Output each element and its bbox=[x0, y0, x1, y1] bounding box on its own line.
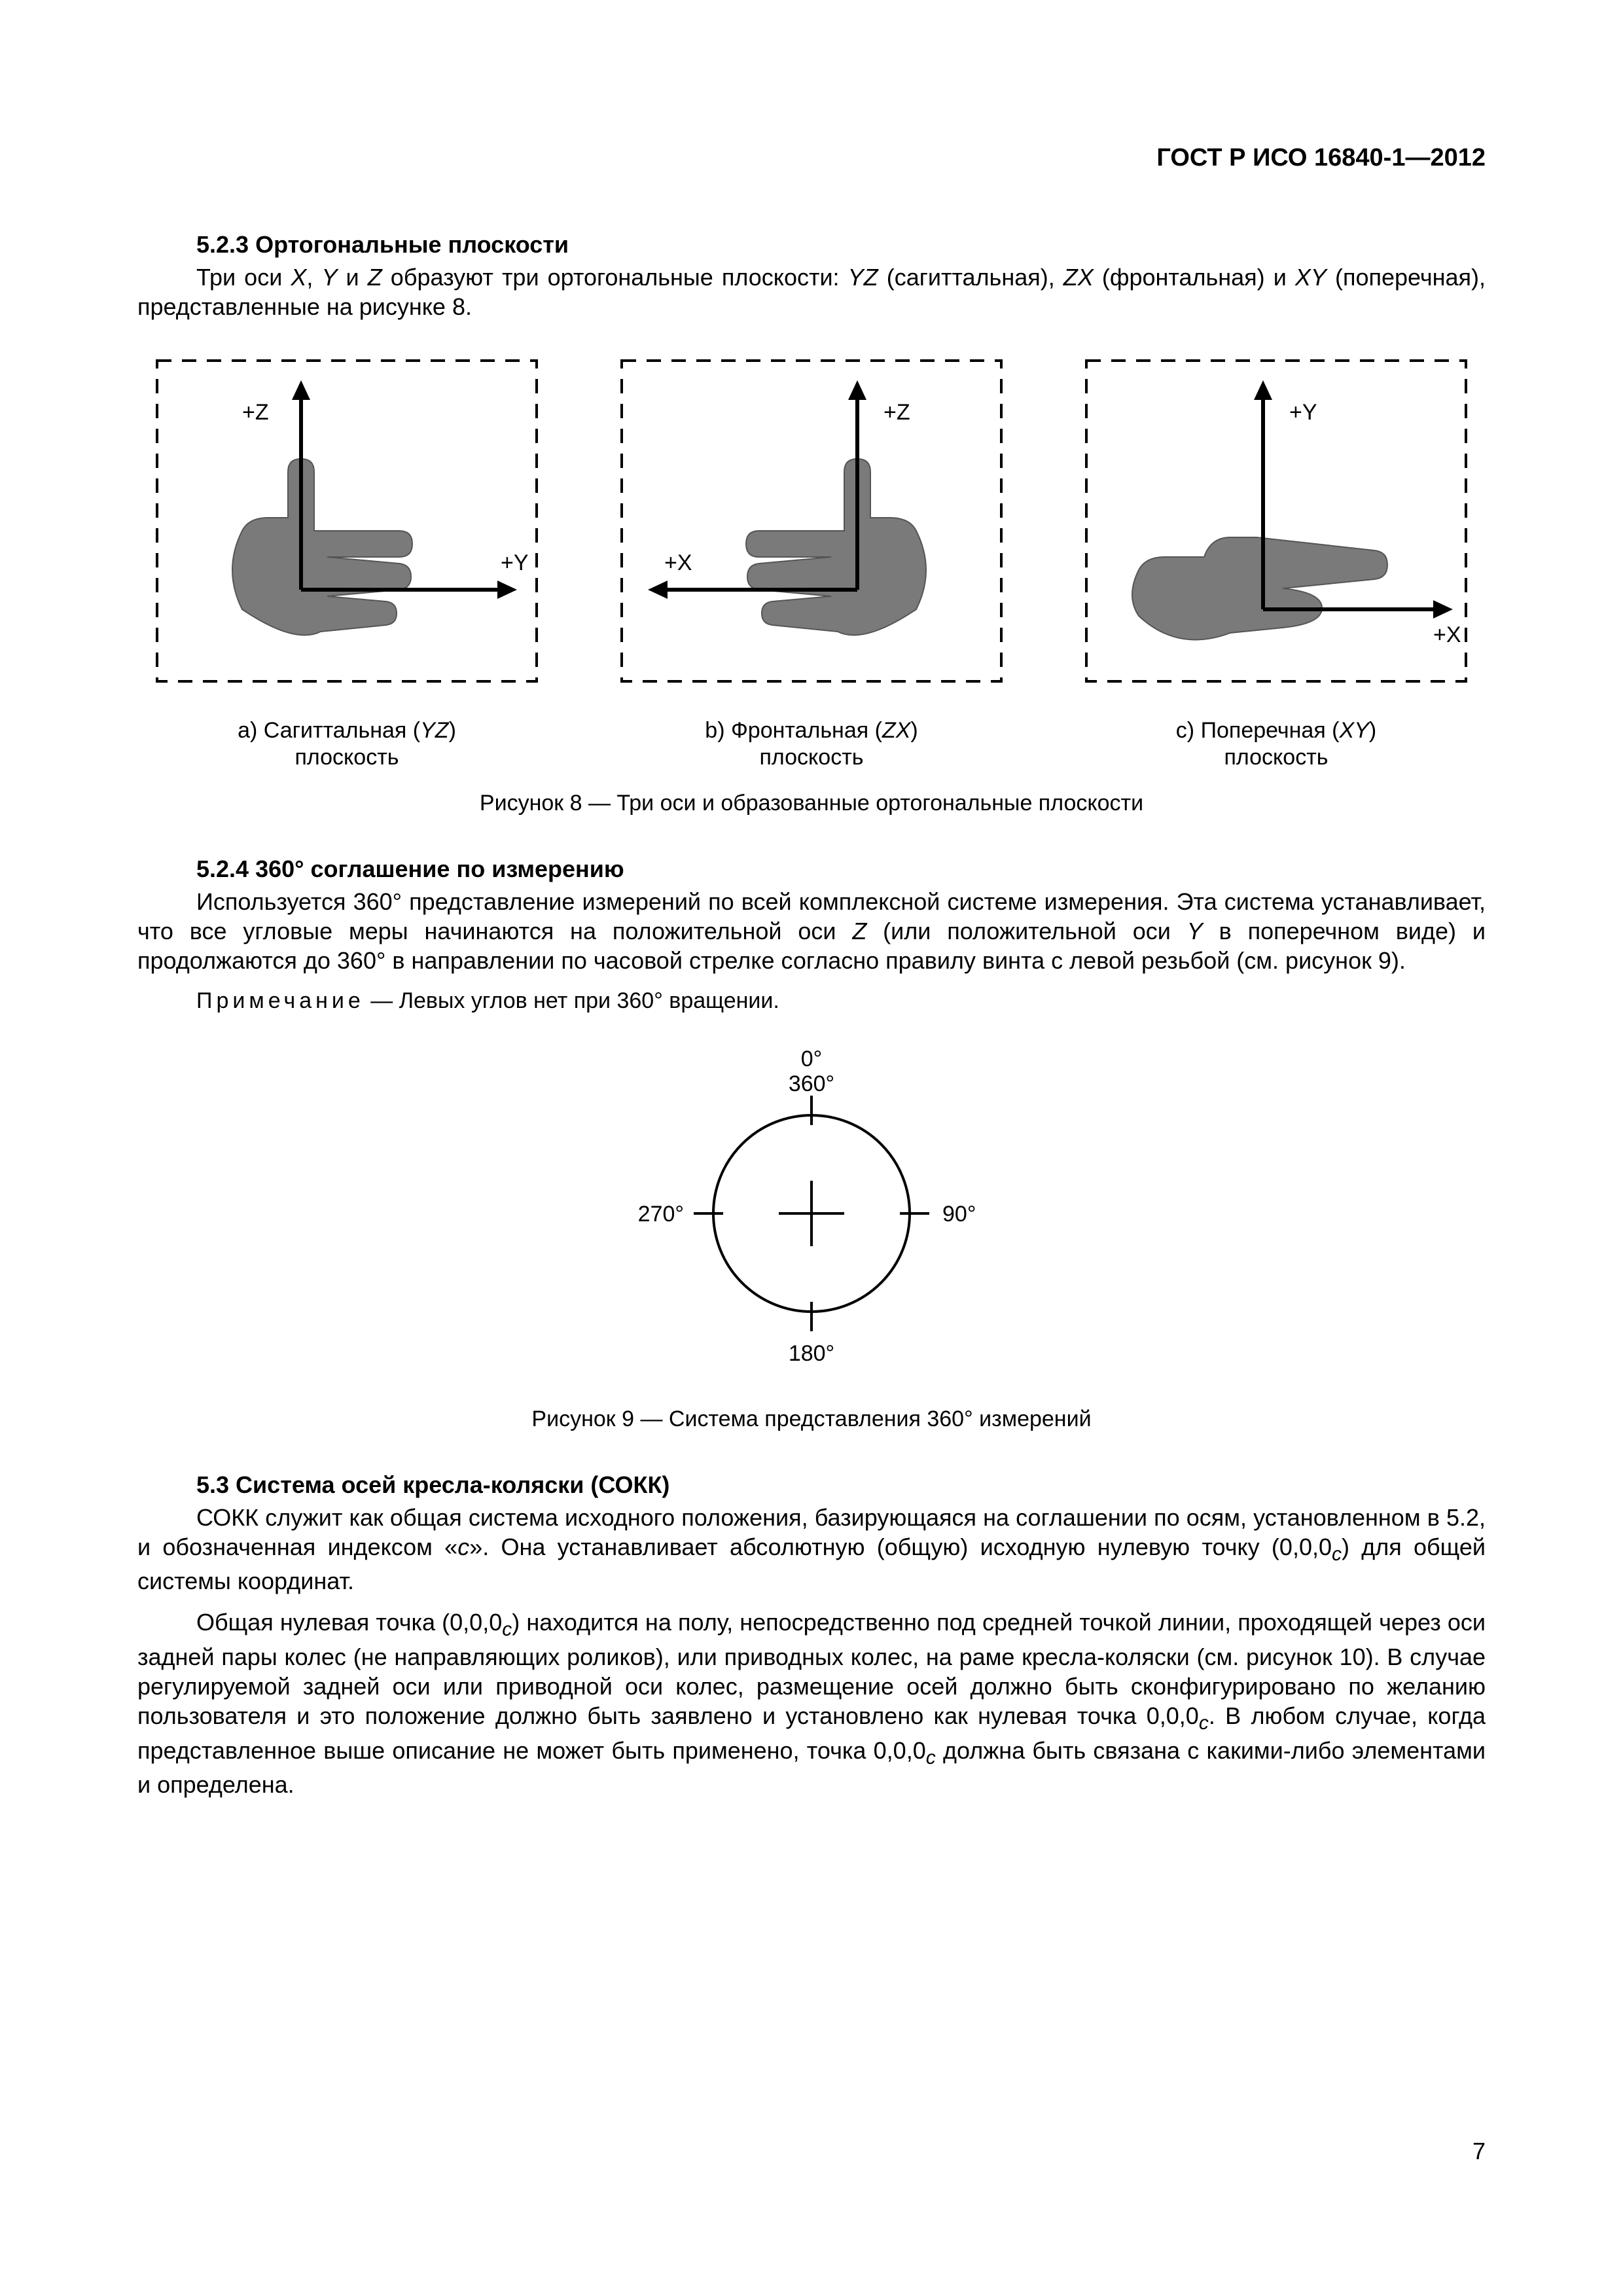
deg-270: 270° bbox=[638, 1202, 684, 1227]
figure-8-panel-b-caption: b) Фронтальная (ZX) плоскость bbox=[602, 717, 1021, 771]
note-label: Примечание bbox=[196, 988, 365, 1013]
figure-9: 0° 360° 90° 180° 270° bbox=[137, 1040, 1486, 1371]
text: ) bbox=[910, 718, 918, 743]
text: плоскость bbox=[760, 745, 864, 770]
index-c: c bbox=[457, 1534, 469, 1560]
page-number: 7 bbox=[1472, 2138, 1486, 2165]
deg-180: 180° bbox=[789, 1341, 834, 1366]
deg-0: 0° bbox=[801, 1047, 823, 1071]
text: , bbox=[306, 264, 321, 291]
axis-y: Y bbox=[321, 264, 337, 291]
text: (или положительной оси bbox=[866, 918, 1186, 944]
figure-8-panel-a-svg: +Z +Y bbox=[137, 348, 556, 701]
axes: XY bbox=[1340, 718, 1369, 743]
axis-label-z: +Z bbox=[242, 400, 269, 425]
text: ) bbox=[1369, 718, 1376, 743]
figure-8-caption: Рисунок 8 — Три оси и образованные ортог… bbox=[137, 791, 1486, 816]
text: образуют три ортогональные плоскости: bbox=[382, 264, 848, 291]
axis-z: Z bbox=[852, 918, 866, 944]
figure-8-panel-c-caption: c) Поперечная (XY) плоскость bbox=[1067, 717, 1486, 771]
axis-label-x: +X bbox=[1433, 622, 1461, 647]
text: Общая нулевая точка (0,0,0 bbox=[196, 1609, 502, 1636]
note-text: — Левых углов нет при 360° вращении. bbox=[365, 988, 779, 1013]
axis-x: X bbox=[291, 264, 306, 291]
figure-8: +Z +Y a) Сагиттальная (YZ) плоскость bbox=[137, 348, 1486, 771]
deg-90: 90° bbox=[942, 1202, 976, 1227]
figure-9-svg: 0° 360° 90° 180° 270° bbox=[628, 1040, 995, 1367]
note-5-2-4: Примечание — Левых углов нет при 360° вр… bbox=[137, 988, 1486, 1014]
text: a) Сагиттальная ( bbox=[238, 718, 420, 743]
plane-yz: YZ bbox=[848, 264, 878, 291]
figure-8-panel-b-svg: +Z +X bbox=[602, 348, 1021, 701]
axes: ZX bbox=[882, 718, 910, 743]
axis-z: Z bbox=[368, 264, 382, 291]
para-5-2-4-1: Используется 360° представление измерени… bbox=[137, 887, 1486, 975]
text: плоскость bbox=[295, 745, 399, 770]
text: ) bbox=[449, 718, 456, 743]
figure-8-panel-a-caption: a) Сагиттальная (YZ) плоскость bbox=[137, 717, 556, 771]
para-5-3-2: Общая нулевая точка (0,0,0c) находится н… bbox=[137, 1607, 1486, 1799]
axis-label-x: +X bbox=[664, 550, 692, 575]
text: Три оси bbox=[196, 264, 291, 291]
document-id: ГОСТ Р ИСО 16840-1—2012 bbox=[137, 144, 1486, 172]
plane-zx: ZX bbox=[1063, 264, 1094, 291]
figure-8-panel-c: +Y +X c) Поперечная (XY) плоскость bbox=[1067, 348, 1486, 771]
text: плоскость bbox=[1224, 745, 1329, 770]
text: (сагиттальная), bbox=[878, 264, 1063, 291]
axis-label-z: +Z bbox=[883, 400, 910, 425]
axis-label-y: +Y bbox=[501, 550, 529, 575]
sub-c: c bbox=[926, 1747, 936, 1768]
heading-5-3: 5.3 Система осей кресла-коляски (СОКК) bbox=[137, 1471, 1486, 1499]
figure-8-panel-a: +Z +Y a) Сагиттальная (YZ) плоскость bbox=[137, 348, 556, 771]
axis-y: Y bbox=[1187, 918, 1203, 944]
page: ГОСТ Р ИСО 16840-1—2012 5.2.3 Ортогональ… bbox=[0, 0, 1623, 2296]
figure-9-caption: Рисунок 9 — Система представления 360° и… bbox=[137, 1407, 1486, 1432]
sub-c: c bbox=[502, 1619, 512, 1640]
figure-8-panel-b: +Z +X b) Фронтальная (ZX) плоскость bbox=[602, 348, 1021, 771]
figure-8-panel-c-svg: +Y +X bbox=[1067, 348, 1486, 701]
sub-c: c bbox=[1199, 1712, 1209, 1734]
text: и bbox=[337, 264, 367, 291]
plane-xy: XY bbox=[1295, 264, 1327, 291]
text: c) Поперечная ( bbox=[1176, 718, 1340, 743]
heading-5-2-4: 5.2.4 360° соглашение по измерению bbox=[137, 855, 1486, 883]
text: ». Она устанавливает абсолютную (общую) … bbox=[469, 1534, 1332, 1560]
deg-360: 360° bbox=[789, 1071, 834, 1096]
para-5-2-3-1: Три оси X, Y и Z образуют три ортогональ… bbox=[137, 262, 1486, 321]
axes: YZ bbox=[420, 718, 448, 743]
sub-c: c bbox=[1332, 1543, 1342, 1565]
heading-5-2-3: 5.2.3 Ортогональные плоскости bbox=[137, 231, 1486, 259]
text: (фронтальная) и bbox=[1094, 264, 1295, 291]
text: b) Фронтальная ( bbox=[705, 718, 882, 743]
para-5-3-1: СОКК служит как общая система исходного … bbox=[137, 1503, 1486, 1596]
axis-label-y: +Y bbox=[1289, 400, 1317, 425]
